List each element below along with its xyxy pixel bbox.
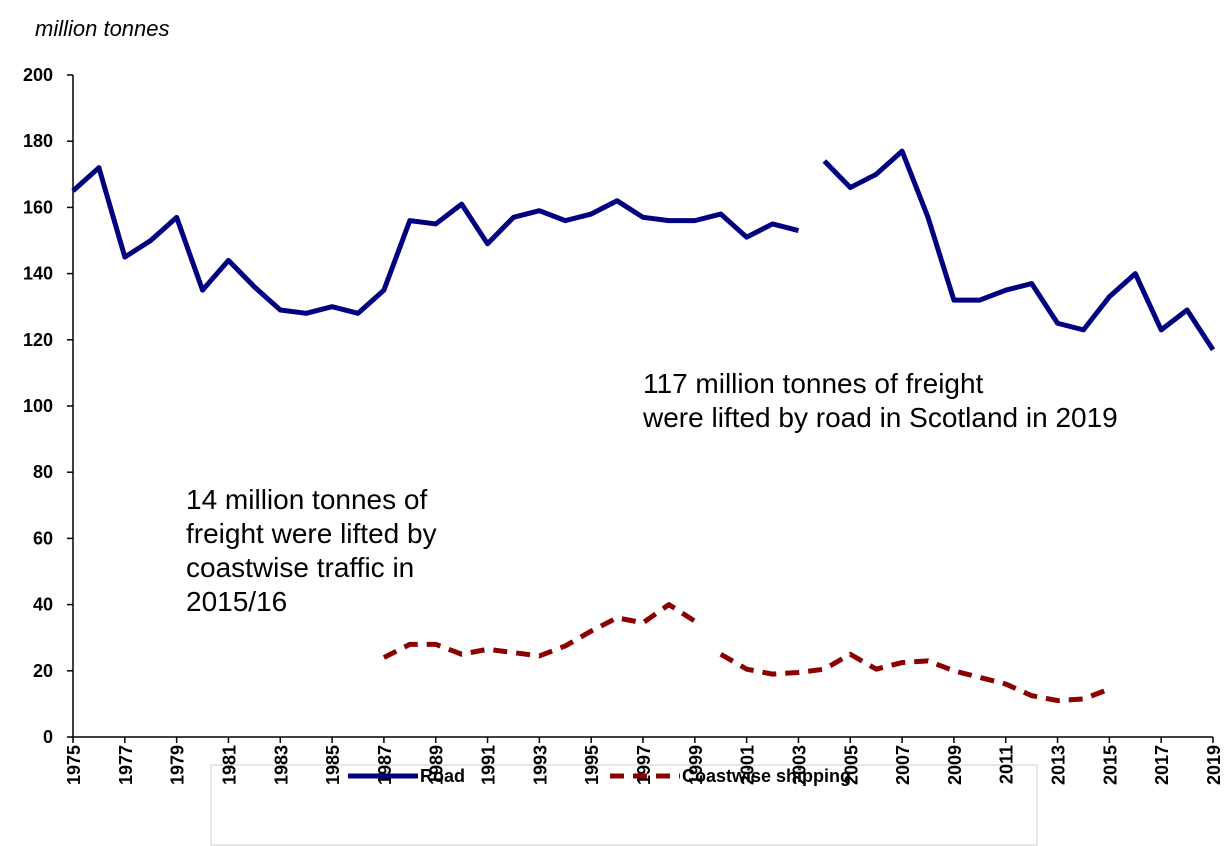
annotation: 14 million tonnes of bbox=[186, 484, 427, 515]
y-tick-label: 120 bbox=[23, 330, 53, 350]
legend-label: Coastwise shipping bbox=[682, 766, 851, 786]
x-tick-label: 2005 bbox=[841, 745, 861, 785]
series-line bbox=[71, 148, 1216, 352]
x-tick-label: 1977 bbox=[116, 745, 136, 785]
annotation: 117 million tonnes of freight bbox=[643, 368, 984, 399]
x-tick-label: 2007 bbox=[893, 745, 913, 785]
y-axis-label: million tonnes bbox=[35, 16, 170, 41]
x-tick-label: 1989 bbox=[427, 745, 447, 785]
annotation: freight were lifted by bbox=[186, 518, 437, 549]
x-tick-label: 2013 bbox=[1049, 745, 1069, 785]
y-tick-label: 60 bbox=[33, 528, 53, 548]
annotation: 2015/16 bbox=[186, 586, 287, 617]
y-tick-label: 20 bbox=[33, 661, 53, 681]
x-tick-label: 1991 bbox=[479, 745, 499, 785]
x-tick-label: 1995 bbox=[582, 745, 602, 785]
y-tick-label: 180 bbox=[23, 131, 53, 151]
x-tick-label: 1997 bbox=[634, 745, 654, 785]
x-tick-label: 1979 bbox=[168, 745, 188, 785]
y-tick-label: 40 bbox=[33, 595, 53, 615]
x-tick-label: 2011 bbox=[997, 745, 1017, 784]
x-tick-label: 2003 bbox=[789, 745, 809, 785]
y-tick-label: 100 bbox=[23, 396, 53, 416]
x-tick-label: 1999 bbox=[686, 745, 706, 785]
y-tick-label: 140 bbox=[23, 264, 53, 284]
annotation: were lifted by road in Scotland in 2019 bbox=[642, 402, 1118, 433]
x-tick-label: 2001 bbox=[738, 745, 758, 785]
y-tick-label: 0 bbox=[43, 727, 53, 747]
x-tick-label: 2019 bbox=[1204, 745, 1224, 785]
x-tick-label: 1985 bbox=[323, 745, 343, 785]
x-tick-label: 2009 bbox=[945, 745, 965, 785]
x-tick-label: 2015 bbox=[1100, 745, 1120, 785]
x-tick-label: 1993 bbox=[530, 745, 550, 785]
x-tick-label: 1975 bbox=[64, 745, 84, 785]
x-tick-label: 2017 bbox=[1152, 745, 1172, 785]
y-tick-label: 200 bbox=[23, 65, 53, 85]
annotation: coastwise traffic in bbox=[186, 552, 414, 583]
legend-label: Road bbox=[420, 766, 465, 786]
x-tick-label: 1983 bbox=[271, 745, 291, 785]
x-tick-label: 1987 bbox=[375, 745, 395, 785]
y-tick-label: 80 bbox=[33, 462, 53, 482]
x-tick-label: 1981 bbox=[219, 745, 239, 785]
y-tick-label: 160 bbox=[23, 197, 53, 217]
series-line bbox=[382, 602, 1111, 704]
